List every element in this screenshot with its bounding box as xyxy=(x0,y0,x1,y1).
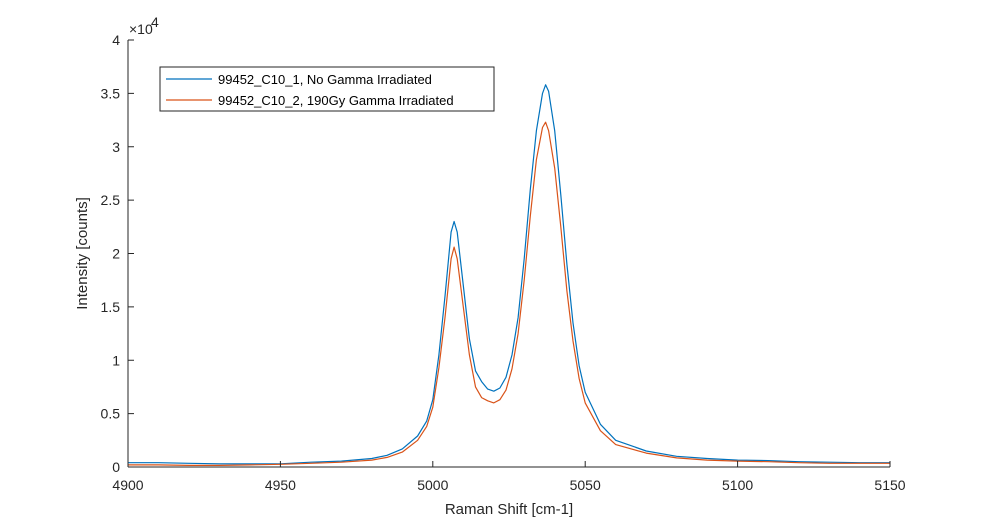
legend-box xyxy=(159,66,495,112)
y-tick-label: 2.5 xyxy=(101,192,121,208)
y-tick-label: 4 xyxy=(112,32,120,48)
legend-entry-2: 99452_C10_2, 190Gy Gamma Irradiated xyxy=(218,93,454,108)
x-tick-label: 4900 xyxy=(112,477,143,493)
axes: 4900 4950 5000 5050 5100 5150 0 0.5 1 1.5 2 2.5 3 3.5… xyxy=(74,14,906,518)
y-tick-label: 0.5 xyxy=(101,406,121,422)
x-axis-label: Raman Shift [cm-1] xyxy=(445,501,573,518)
legend-entry-1: 99452_C10_1, No Gamma Irradiated xyxy=(218,72,432,87)
y-tick-label: 2 xyxy=(112,246,120,262)
x-tick-label: 5050 xyxy=(570,477,601,493)
x-tick-label: 5000 xyxy=(417,477,448,493)
y-axis-exponent-base: ×10 xyxy=(129,21,153,37)
y-axis-label: Intensity [counts] xyxy=(74,197,91,310)
y-tick-label: 3 xyxy=(112,139,120,155)
legend: 99452_C10_1, No Gamma Irradiated 99452_C1… xyxy=(159,66,495,112)
y-axis-exponent-power: 4 xyxy=(151,14,159,30)
series-line-1 xyxy=(128,84,890,465)
y-tick-label: 1.5 xyxy=(101,299,121,315)
y-tick-label: 0 xyxy=(112,459,120,475)
x-tick-label: 5100 xyxy=(722,477,753,493)
series-line-2 xyxy=(128,121,890,466)
x-tick-label: 5150 xyxy=(874,477,905,493)
y-tick-label: 1 xyxy=(112,352,120,368)
x-tick-label: 4950 xyxy=(265,477,296,493)
y-tick-label: 3.5 xyxy=(101,85,121,101)
